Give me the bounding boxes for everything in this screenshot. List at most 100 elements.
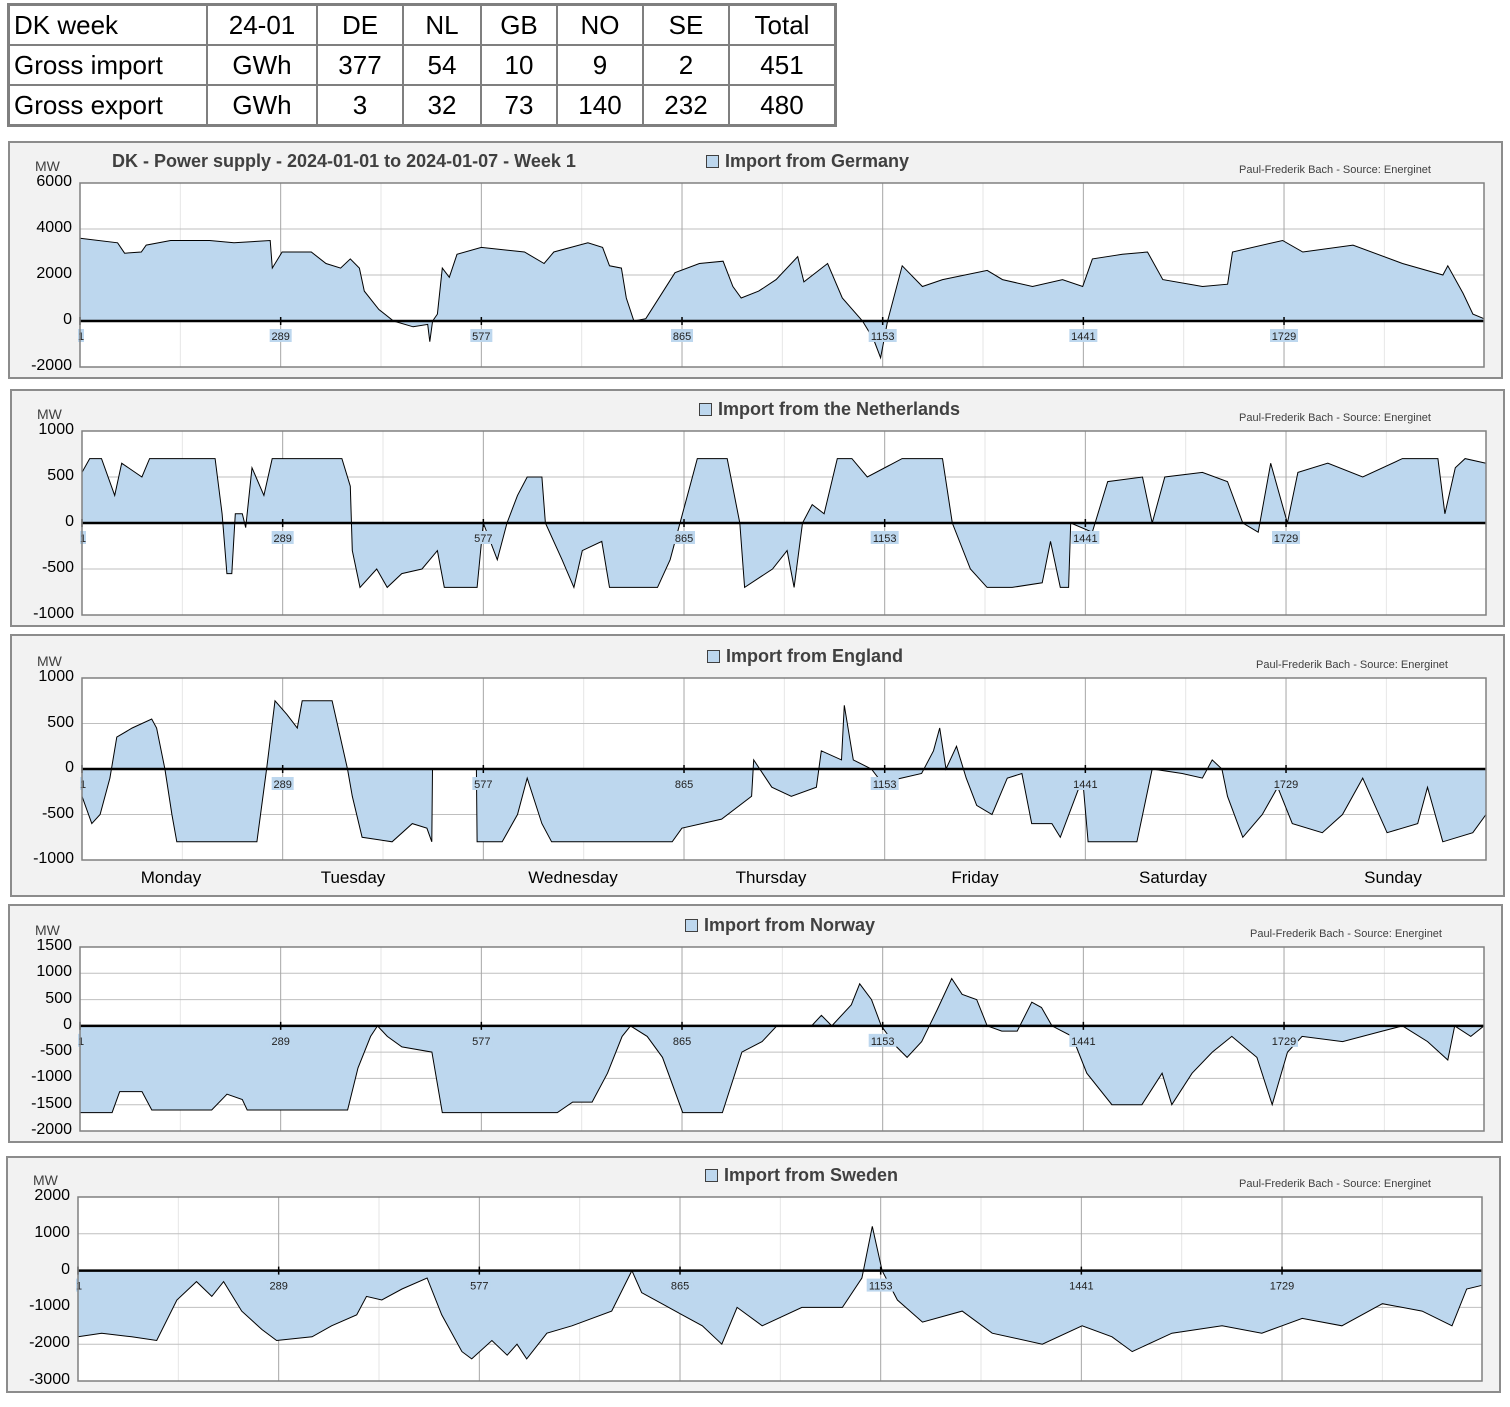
table-cell: 2	[642, 44, 730, 86]
table-cell: GB	[480, 3, 558, 46]
x-tick-label: 1729	[1272, 331, 1296, 343]
x-tick-label: 289	[271, 331, 289, 343]
series-area	[82, 700, 1486, 842]
table-cell: 3	[316, 84, 404, 127]
y-tick-label: -500	[41, 559, 74, 576]
x-tick-label: 1153	[873, 779, 897, 791]
x-tick-label: 289	[273, 779, 291, 791]
x-tick-label-bg	[866, 1278, 895, 1292]
y-tick-label: -3000	[29, 1371, 70, 1388]
table-cell: 73	[480, 84, 558, 127]
chart-title: DK - Power supply - 2024-01-01 to 2024-0…	[112, 151, 576, 171]
y-tick-label: 0	[65, 513, 74, 530]
legend-swatch	[707, 650, 720, 663]
legend-swatch	[685, 919, 698, 932]
y-tick-label: 0	[63, 311, 72, 328]
x-tick-label: 1729	[1272, 1036, 1296, 1048]
table-cell: 10	[480, 44, 558, 86]
legend-label: Import from England	[726, 646, 903, 666]
series-line	[81, 699, 1487, 843]
y-axis-unit-label: MW	[37, 406, 62, 422]
plot-area: 1 289 577 865 1153 1441 1729	[78, 182, 1485, 368]
x-tick-label: 577	[472, 1036, 490, 1048]
x-tick-label-bg	[870, 531, 899, 544]
x-tick-label: 1	[78, 1036, 84, 1048]
table-cell: GWh	[206, 84, 318, 127]
x-tick-label-bg	[1071, 777, 1100, 790]
x-tick-label-bg	[271, 531, 294, 544]
legend-swatch	[699, 403, 712, 416]
y-tick-label: 4000	[36, 219, 72, 236]
credit-text: Paul-Frederik Bach - Source: Energinet	[1239, 412, 1431, 424]
x-tick-label-bg	[673, 531, 696, 544]
x-tick-label-bg	[470, 329, 493, 342]
legend-label: Import from Norway	[704, 915, 876, 935]
table-cell: 9	[556, 44, 644, 86]
x-tick-label-bg	[868, 329, 897, 342]
y-tick-label: 0	[65, 759, 74, 776]
x-tick-label-bg	[472, 777, 495, 790]
x-tick-label: 1441	[1071, 1036, 1095, 1048]
legend: Import from Norway	[685, 915, 875, 936]
day-label: Sunday	[1364, 868, 1422, 887]
chart-panel: MW Import from England Paul-Frederik Bach …	[10, 634, 1505, 897]
y-axis-unit-label: MW	[35, 922, 60, 938]
table-cell: 24-01	[206, 3, 318, 46]
y-tick-label: 500	[45, 989, 72, 1007]
x-tick-label: 1441	[1073, 779, 1097, 791]
series-line	[77, 1226, 1483, 1360]
y-tick-label: 1500	[36, 937, 72, 954]
table-cell: Gross export	[7, 84, 208, 127]
day-label: Tuesday	[320, 868, 386, 887]
series-area	[78, 1226, 1482, 1359]
plot-border	[81, 430, 1487, 616]
table-cell: Gross import	[7, 44, 208, 86]
x-tick-label: 1153	[869, 1281, 893, 1293]
x-tick-label: 1729	[1270, 1281, 1294, 1293]
x-tick-label-bg	[1270, 329, 1299, 342]
y-tick-label: 500	[47, 713, 74, 731]
x-tick-label-bg	[671, 329, 694, 342]
plot-area: 1 289 577 865 1153 1441 1729	[80, 430, 1487, 616]
plot-border	[79, 182, 1485, 368]
day-label: Wednesday	[528, 868, 618, 887]
x-tick-label: 865	[675, 779, 693, 791]
x-tick-label: 289	[271, 1036, 289, 1048]
x-tick-label-bg	[80, 777, 86, 790]
plot-area: 1 289 577 865 1153 1441 1729	[76, 1196, 1483, 1382]
legend: Import from the Netherlands	[699, 399, 960, 420]
x-tick-label: 1	[76, 1281, 82, 1293]
series-line	[81, 458, 1487, 590]
table-header-row: DK week 24-01 DE NL GB NO SE Total	[7, 3, 837, 46]
day-label: Friday	[951, 868, 999, 887]
x-tick-label: 577	[472, 331, 490, 343]
x-tick-label: 1441	[1069, 1281, 1093, 1293]
y-tick-label: -500	[41, 804, 74, 822]
x-tick-label-bg	[470, 1033, 493, 1047]
credit-text: Paul-Frederik Bach - Source: Energinet	[1250, 928, 1442, 940]
x-tick-label: 1441	[1071, 331, 1095, 343]
y-tick-label: -1500	[31, 1094, 72, 1112]
series-line	[79, 237, 1485, 360]
plot-border	[81, 677, 1487, 861]
x-tick-label-bg	[1067, 1278, 1096, 1292]
y-tick-label: -1000	[29, 1297, 70, 1315]
x-tick-label: 289	[273, 533, 291, 545]
series-line	[80, 977, 1485, 1114]
y-tick-label: -2000	[31, 1121, 72, 1138]
y-tick-label: -1000	[33, 850, 74, 867]
x-tick-label: 577	[474, 533, 492, 545]
day-label: Monday	[140, 868, 202, 887]
x-tick-label-bg	[1272, 777, 1301, 790]
y-tick-label: 0	[61, 1260, 70, 1278]
series-area	[80, 978, 1484, 1113]
x-tick-label-bg	[472, 531, 495, 544]
y-tick-label: 1000	[36, 963, 72, 981]
x-tick-label-bg	[269, 329, 292, 342]
table-cell: 480	[728, 84, 837, 127]
x-tick-label: 1153	[871, 1036, 895, 1048]
x-tick-label-bg	[269, 1033, 292, 1047]
plot-area: 1 289 577 865 1153 1441 1729	[80, 677, 1487, 861]
table-cell: DE	[316, 3, 404, 46]
credit-text: Paul-Frederik Bach - Source: Energinet	[1256, 659, 1448, 671]
